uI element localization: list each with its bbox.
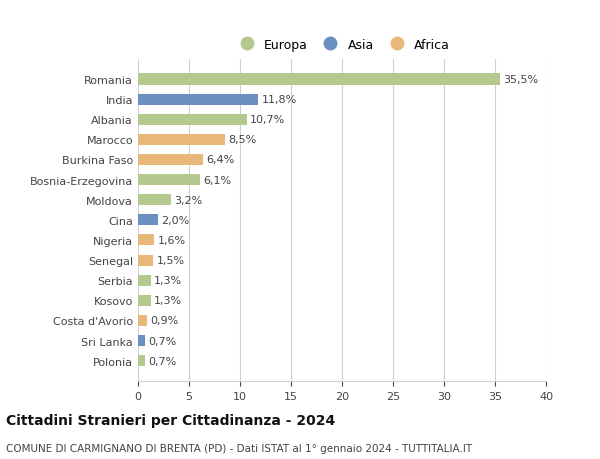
Text: 1,3%: 1,3%: [154, 296, 182, 306]
Bar: [138, 114, 247, 125]
Legend: Europa, Asia, Africa: Europa, Asia, Africa: [229, 34, 455, 57]
Bar: [138, 74, 500, 85]
Text: 10,7%: 10,7%: [250, 115, 286, 125]
Text: 1,6%: 1,6%: [157, 235, 185, 246]
Bar: [138, 95, 259, 106]
Bar: [138, 315, 147, 326]
Bar: [138, 235, 154, 246]
Text: 1,3%: 1,3%: [154, 275, 182, 285]
Bar: [138, 335, 145, 346]
Bar: [138, 295, 151, 306]
Bar: [138, 195, 170, 206]
Text: 6,1%: 6,1%: [203, 175, 232, 185]
Bar: [138, 255, 154, 266]
Text: COMUNE DI CARMIGNANO DI BRENTA (PD) - Dati ISTAT al 1° gennaio 2024 - TUTTITALIA: COMUNE DI CARMIGNANO DI BRENTA (PD) - Da…: [6, 443, 472, 453]
Text: 0,9%: 0,9%: [150, 316, 178, 326]
Text: 2,0%: 2,0%: [161, 215, 190, 225]
Text: 3,2%: 3,2%: [174, 195, 202, 205]
Text: Cittadini Stranieri per Cittadinanza - 2024: Cittadini Stranieri per Cittadinanza - 2…: [6, 414, 335, 428]
Bar: [138, 174, 200, 186]
Bar: [138, 155, 203, 166]
Bar: [138, 134, 224, 146]
Bar: [138, 275, 151, 286]
Text: 6,4%: 6,4%: [206, 155, 235, 165]
Text: 35,5%: 35,5%: [503, 75, 538, 85]
Text: 1,5%: 1,5%: [157, 256, 184, 265]
Text: 0,7%: 0,7%: [148, 336, 176, 346]
Bar: [138, 355, 145, 366]
Text: 11,8%: 11,8%: [262, 95, 296, 105]
Text: 0,7%: 0,7%: [148, 356, 176, 366]
Text: 8,5%: 8,5%: [228, 135, 256, 145]
Bar: [138, 215, 158, 226]
